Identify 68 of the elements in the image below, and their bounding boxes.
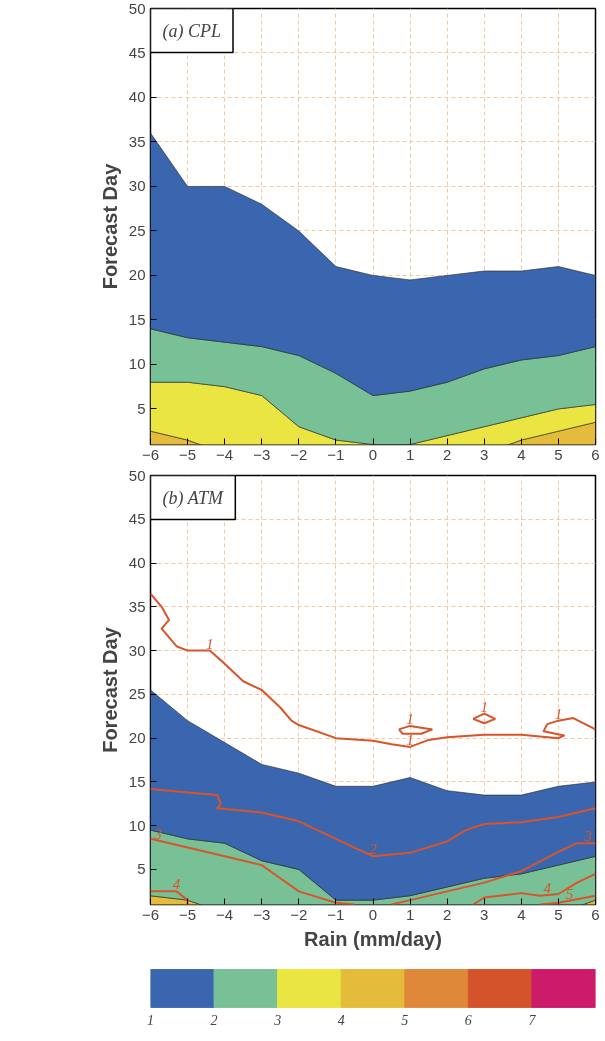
x-tick-label: 5: [554, 445, 563, 463]
y-tick-label: 25: [128, 221, 146, 239]
y-tick-label: 40: [128, 554, 146, 572]
x-tick-label: 4: [517, 445, 526, 463]
y-tick-label: 50: [128, 0, 146, 17]
x-tick-label: −6: [141, 905, 160, 923]
x-tick-label: −4: [216, 445, 234, 463]
y-tick-label: 30: [128, 641, 146, 659]
annotation: 1: [406, 731, 414, 748]
x-tick-label: 0: [368, 905, 378, 923]
y-tick-label: 45: [128, 43, 146, 61]
x-tick-label: −2: [290, 445, 308, 463]
x-tick-label: −4: [216, 905, 234, 923]
annotation: 1: [554, 705, 563, 722]
x-tick-label: −5: [179, 905, 197, 923]
x-tick-label: 6: [464, 1012, 472, 1028]
annotation: 5: [565, 885, 574, 902]
y-tick-label: 40: [128, 88, 146, 106]
y-tick-label: 20: [128, 266, 146, 284]
y-tick-label: 35: [128, 132, 146, 150]
y-tick-label: 45: [128, 510, 146, 528]
x-tick-label: 6: [591, 445, 600, 463]
annotation: 1: [206, 635, 214, 652]
x-tick-label: 6: [591, 905, 600, 923]
x-tick-label: −2: [290, 905, 308, 923]
annotation: 4: [172, 876, 181, 893]
x-tick-label: 2: [443, 905, 452, 923]
y-tick-label: 35: [128, 597, 146, 615]
y-tick-label: 5: [137, 399, 146, 417]
x-tick-label: 4: [517, 905, 526, 923]
y-tick-label: 20: [128, 729, 146, 747]
text: (a) CPL: [162, 20, 221, 42]
x-axis-title: Rain (mm/day): [304, 927, 442, 950]
x-tick-label: 4: [337, 1012, 345, 1028]
x-tick-label: −6: [141, 445, 160, 463]
annotation: 2: [369, 841, 378, 858]
x-tick-label: 1: [147, 1012, 154, 1028]
annotation: 1: [480, 698, 488, 715]
x-tick-label: 5: [401, 1012, 409, 1028]
x-tick-label: 3: [273, 1012, 282, 1028]
x-tick-label: 5: [554, 905, 563, 923]
annotation: 1: [406, 710, 414, 727]
y-tick-label: 15: [128, 772, 146, 790]
y-axis-title: Forecast Day: [98, 162, 121, 290]
x-tick-label: −1: [327, 905, 345, 923]
x-tick-label: 7: [528, 1012, 537, 1028]
y-tick-label: 50: [128, 466, 146, 484]
x-tick-label: 1: [405, 905, 415, 923]
x-tick-label: 2: [210, 1012, 218, 1028]
text: (b) ATM: [162, 487, 224, 509]
x-tick-label: −3: [253, 905, 271, 923]
y-axis-title: Forecast Day: [98, 626, 121, 753]
annotation: 4: [543, 879, 552, 896]
annotation: 3: [583, 828, 592, 845]
x-tick-label: 0: [368, 445, 378, 463]
y-tick-label: 30: [128, 177, 146, 195]
x-tick-label: −5: [179, 445, 197, 463]
y-tick-label: 15: [128, 310, 146, 328]
x-tick-label: 3: [480, 905, 489, 923]
y-tick-label: 10: [128, 355, 146, 373]
x-tick-label: 1: [405, 445, 415, 463]
y-tick-label: 25: [128, 685, 146, 703]
x-tick-label: −3: [253, 445, 271, 463]
x-tick-label: 2: [443, 445, 452, 463]
y-tick-label: 5: [137, 860, 146, 878]
x-tick-label: −1: [327, 445, 345, 463]
y-tick-label: 10: [128, 816, 146, 834]
x-tick-label: 3: [480, 445, 489, 463]
